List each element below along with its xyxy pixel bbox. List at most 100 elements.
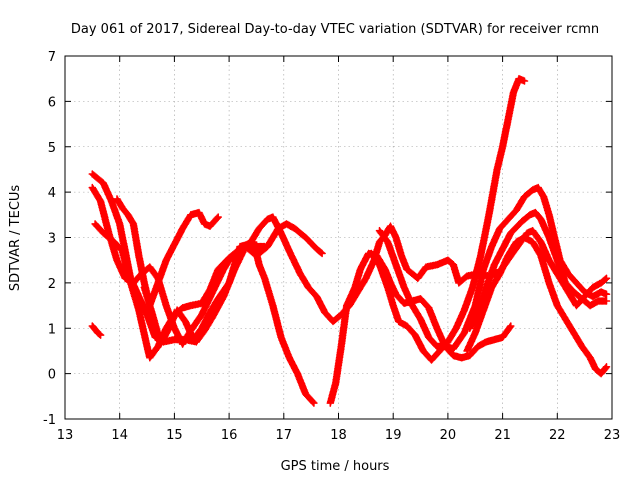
data-point xyxy=(272,304,274,307)
data-point xyxy=(520,220,523,223)
data-point xyxy=(567,291,570,293)
x-tick-label: 21 xyxy=(494,428,511,443)
data-point xyxy=(190,214,192,216)
data-point xyxy=(452,347,455,350)
data-point xyxy=(493,263,496,266)
data-point xyxy=(542,195,545,198)
data-point xyxy=(403,286,405,289)
data-point xyxy=(356,291,359,293)
data-point xyxy=(354,286,356,289)
data-point xyxy=(531,229,534,232)
data-point xyxy=(181,307,184,309)
data-point xyxy=(173,243,176,246)
data-point xyxy=(129,282,132,284)
data-point xyxy=(592,295,594,298)
data-point xyxy=(165,304,167,307)
y-tick-label: 0 xyxy=(48,368,56,383)
series-sat-e xyxy=(113,195,222,310)
data-point xyxy=(315,248,318,250)
data-point xyxy=(195,341,198,343)
data-point xyxy=(548,259,550,261)
data-point xyxy=(124,277,126,280)
data-point xyxy=(280,336,282,339)
data-point xyxy=(97,331,99,334)
data-point xyxy=(192,338,195,341)
data-point xyxy=(499,273,501,275)
data-point xyxy=(211,316,214,318)
data-point xyxy=(417,277,419,280)
data-point xyxy=(540,218,542,221)
data-point xyxy=(474,304,477,307)
data-point xyxy=(526,232,529,234)
data-point xyxy=(425,266,427,268)
data-point xyxy=(463,331,466,334)
x-tick-label: 19 xyxy=(385,428,402,443)
data-point xyxy=(490,286,493,289)
data-point xyxy=(564,282,567,284)
data-point xyxy=(143,282,146,284)
data-point xyxy=(523,195,526,198)
data-point xyxy=(255,245,258,248)
data-point xyxy=(110,200,113,202)
data-point xyxy=(499,227,501,230)
data-point xyxy=(523,80,526,82)
data-point xyxy=(507,254,509,257)
data-point xyxy=(600,372,602,375)
data-point xyxy=(400,254,403,257)
x-tick-label: 15 xyxy=(166,428,183,443)
data-point xyxy=(414,334,416,336)
data-point xyxy=(471,286,474,289)
data-point xyxy=(468,327,471,330)
data-point xyxy=(427,336,430,339)
data-point xyxy=(406,325,408,327)
data-point xyxy=(263,245,266,248)
data-point xyxy=(116,259,118,261)
data-point xyxy=(151,313,154,316)
data-point xyxy=(370,252,373,255)
data-point xyxy=(168,327,170,330)
data-point xyxy=(304,393,307,395)
data-point xyxy=(184,320,187,323)
data-point xyxy=(389,225,392,227)
data-point xyxy=(143,286,146,289)
data-point xyxy=(121,250,124,252)
x-tick-label: 13 xyxy=(57,428,74,443)
data-point xyxy=(200,327,203,330)
plot-frame xyxy=(64,55,613,420)
data-point xyxy=(157,282,159,284)
data-point xyxy=(444,345,446,348)
data-point xyxy=(419,297,422,300)
data-point xyxy=(488,214,490,216)
data-point xyxy=(365,277,367,280)
data-point xyxy=(572,331,575,334)
data-point xyxy=(272,216,274,218)
data-point xyxy=(452,263,455,266)
x-tick-label: 18 xyxy=(330,428,347,443)
data-point xyxy=(455,327,457,330)
data-point xyxy=(510,325,512,327)
data-point xyxy=(304,236,307,239)
data-point xyxy=(392,304,395,307)
data-point xyxy=(332,320,334,323)
data-point xyxy=(447,341,449,343)
data-point xyxy=(605,366,608,368)
x-tick-label: 20 xyxy=(440,428,457,443)
data-point xyxy=(198,211,200,214)
data-point xyxy=(329,402,332,404)
data-point xyxy=(605,277,608,280)
data-point xyxy=(479,254,482,257)
data-point xyxy=(572,291,575,293)
data-point xyxy=(293,227,296,230)
y-tick-label: 3 xyxy=(48,232,56,247)
data-point xyxy=(594,368,597,370)
data-point xyxy=(258,227,260,230)
data-point xyxy=(597,300,600,302)
x-axis-label: GPS time / hours xyxy=(281,459,390,474)
y-tick-label: 5 xyxy=(48,141,56,156)
data-point xyxy=(518,77,520,80)
data-point xyxy=(389,282,392,284)
series-sat-j xyxy=(463,233,611,378)
data-point xyxy=(556,304,559,307)
